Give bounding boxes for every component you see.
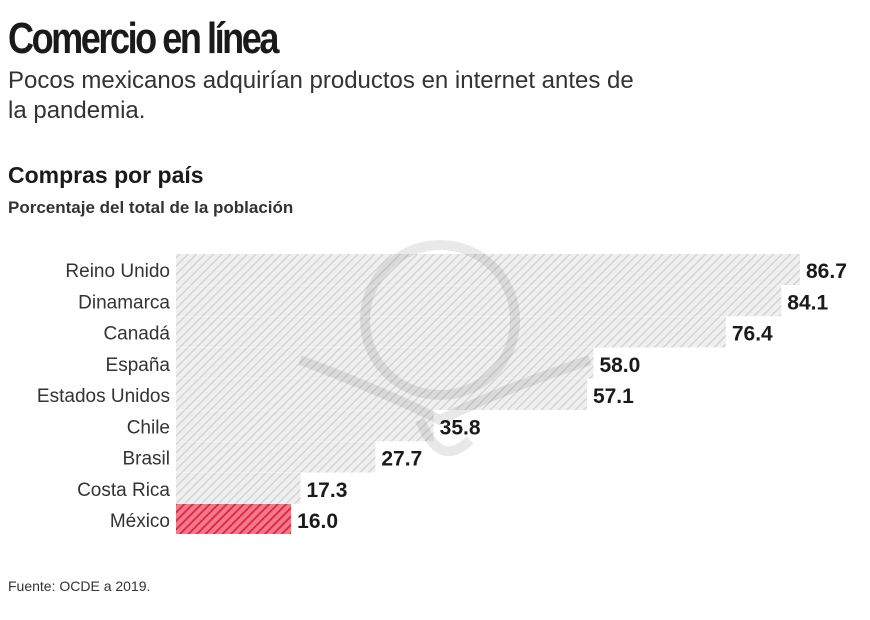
page-subtitle: Pocos mexicanos adquirían productos en i… [8,67,634,124]
value-label: 57.1 [593,385,634,408]
category-label: Brasil [122,449,170,470]
value-label: 58.0 [599,354,640,377]
bar-0 [176,254,800,285]
value-label: 17.3 [307,479,348,502]
category-label: Costa Rica [77,480,170,501]
bar-6 [176,441,376,473]
category-label: Chile [127,417,170,438]
value-label: 84.1 [787,291,828,314]
category-label: Dinamarca [78,292,170,313]
bar-1 [176,285,782,317]
value-label: 27.7 [381,448,422,471]
value-label: 35.8 [440,416,481,439]
category-label: Canadá [103,324,170,345]
value-label: 86.7 [806,260,847,283]
bar-7 [176,472,301,504]
page-title: Comercio en línea [8,14,279,63]
eagle-watermark-icon [298,240,592,457]
chart-subtitle: Porcentaje del total de la población [8,198,294,217]
category-label: Estados Unidos [37,386,170,407]
bar-3 [176,347,594,379]
chart-title: Compras por país [8,162,204,188]
source-note: Fuente: OCDE a 2019. [8,578,151,594]
category-label: España [106,355,171,376]
bar-8 [176,504,292,534]
value-label: 16.0 [297,510,338,533]
bar-5 [176,410,434,442]
category-label: Reino Unido [65,261,170,282]
category-label: México [110,511,170,532]
value-label: 76.4 [732,323,773,346]
bar-4 [176,379,587,410]
bar-2 [176,316,726,348]
